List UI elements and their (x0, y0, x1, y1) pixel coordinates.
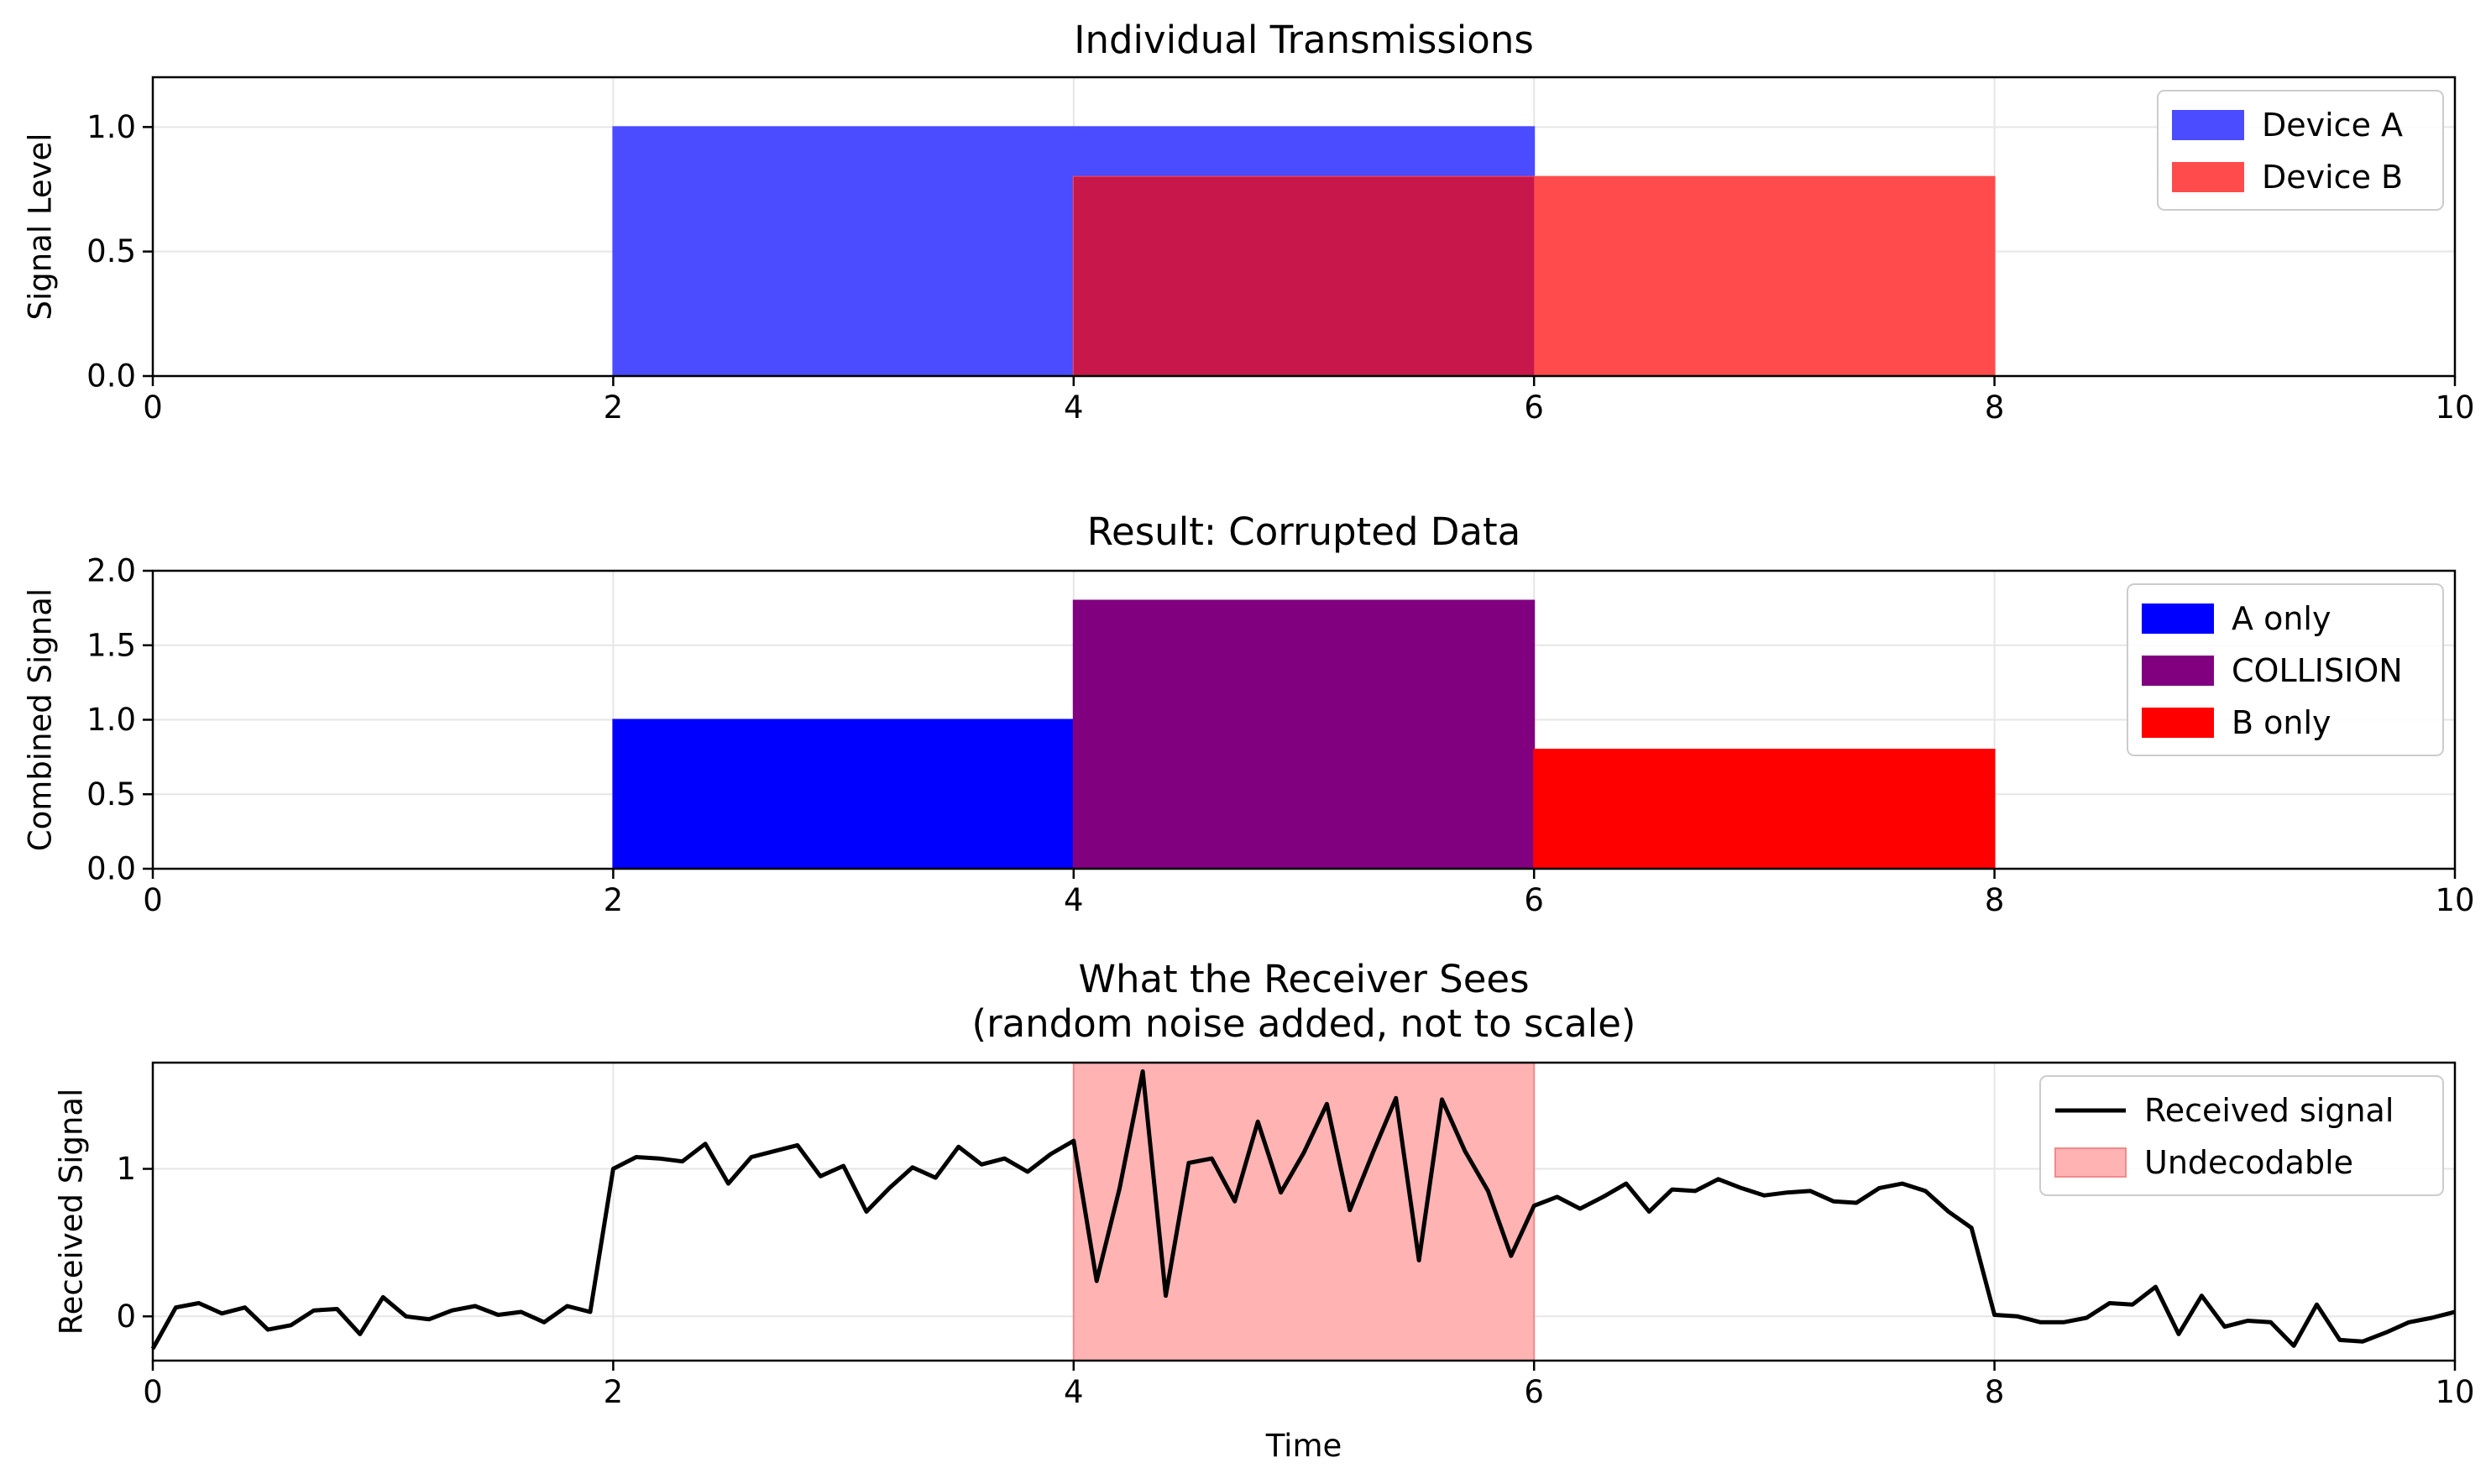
x-tick-label: 6 (1524, 389, 1544, 426)
bar-overlap (1073, 176, 1535, 376)
y-tick-label: 1 (116, 1151, 136, 1187)
y-tick-label: 2.0 (86, 553, 136, 589)
x-tick-label: 0 (143, 389, 163, 426)
x-axis-ticks: 0 2 4 6 8 10 (143, 1361, 2475, 1410)
legend: Device A Device B (2157, 90, 2444, 211)
shaded-region-undecodable (1072, 1062, 1536, 1361)
y-tick-label: 0.5 (86, 776, 136, 813)
y-axis-label: Combined Signal (23, 588, 59, 851)
legend-label: COLLISION (2232, 652, 2403, 689)
legend: Received signal Undecodable (2039, 1075, 2444, 1196)
legend-label: B only (2232, 704, 2331, 741)
x-tick-label: 8 (1985, 882, 2005, 918)
x-tick-label: 6 (1524, 882, 1544, 918)
x-tick-label: 2 (604, 389, 624, 426)
legend-label: Undecodable (2144, 1144, 2353, 1181)
bars-group (612, 599, 1996, 870)
y-tick-label: 1.0 (86, 109, 136, 145)
y-tick-label: 0.0 (86, 851, 136, 887)
x-tick-label: 4 (1064, 882, 1084, 918)
y-axis-ticks: 0.0 0.5 1.0 (86, 109, 153, 395)
x-tick-label: 0 (143, 882, 163, 918)
y-tick-label: 0.5 (86, 233, 136, 269)
legend-swatch (2142, 708, 2214, 738)
legend-swatch (2172, 110, 2244, 140)
legend-swatch (2142, 656, 2214, 686)
panel-corrupted-data: 0 2 4 6 8 10 0.0 0.5 1.0 1.5 2.0 Result: Corrupte… (23, 509, 2475, 918)
y-axis-label: Received Signal (54, 1089, 90, 1335)
y-axis-ticks: 01 (116, 1151, 153, 1335)
x-tick-label: 10 (2435, 389, 2474, 426)
x-tick-label: 2 (604, 882, 624, 918)
plot-frame (151, 1061, 2457, 1362)
y-axis-ticks: 0.0 0.5 1.0 1.5 2.0 (86, 553, 153, 887)
x-tick-label: 6 (1524, 1374, 1544, 1410)
chart-title: Result: Corrupted Data (1087, 509, 1520, 554)
x-tick-label: 10 (2435, 882, 2474, 918)
panel-individual-transmissions: 0 2 4 6 8 10 0.0 0.5 1.0 Individual Transmissio… (23, 18, 2475, 426)
x-tick-label: 4 (1064, 389, 1084, 426)
bars-group (612, 126, 1996, 377)
lines-group (150, 1069, 2456, 1351)
chart-title: What the Receiver Sees (1078, 957, 1529, 1001)
legend-label: A only (2232, 600, 2331, 637)
x-axis-ticks: 0 2 4 6 8 10 (143, 869, 2475, 918)
bar-b-only (1533, 749, 1996, 870)
shaded-region-group (1072, 1062, 1536, 1361)
x-axis-label: Time (1265, 1428, 1342, 1464)
x-tick-label: 8 (1985, 1374, 2005, 1410)
y-tick-label: 1.5 (86, 627, 136, 663)
x-tick-label: 10 (2435, 1374, 2474, 1410)
legend: A only COLLISION B only (2127, 583, 2444, 756)
bar-collision (1072, 599, 1536, 870)
legend-swatch (2172, 162, 2244, 192)
panel-receiver-sees: 0 2 4 6 8 10 01 What the Receiver Sees (rando… (54, 957, 2475, 1464)
series-line-received-signal (150, 1069, 2456, 1351)
chart-subtitle: (random noise added, not to scale) (972, 1001, 1636, 1046)
x-tick-label: 2 (604, 1374, 624, 1410)
plot-frame (151, 76, 2457, 378)
chart-title: Individual Transmissions (1074, 18, 1534, 62)
legend-label: Device B (2262, 159, 2403, 196)
y-tick-label: 0 (116, 1298, 136, 1335)
legend-swatch (2142, 604, 2214, 634)
x-tick-label: 4 (1064, 1374, 1084, 1410)
x-tick-label: 8 (1985, 389, 2005, 426)
y-tick-label: 0.0 (86, 358, 136, 395)
x-tick-label: 0 (143, 1374, 163, 1410)
bar-a-only (612, 718, 1075, 870)
x-axis-ticks: 0 2 4 6 8 10 (143, 376, 2475, 426)
legend-label: Received signal (2144, 1092, 2394, 1129)
y-axis-label: Signal Level (23, 133, 59, 320)
legend-label: Device A (2262, 107, 2403, 144)
y-tick-label: 1.0 (86, 702, 136, 738)
legend-swatch (2054, 1147, 2127, 1178)
legend-box (2039, 1075, 2444, 1196)
